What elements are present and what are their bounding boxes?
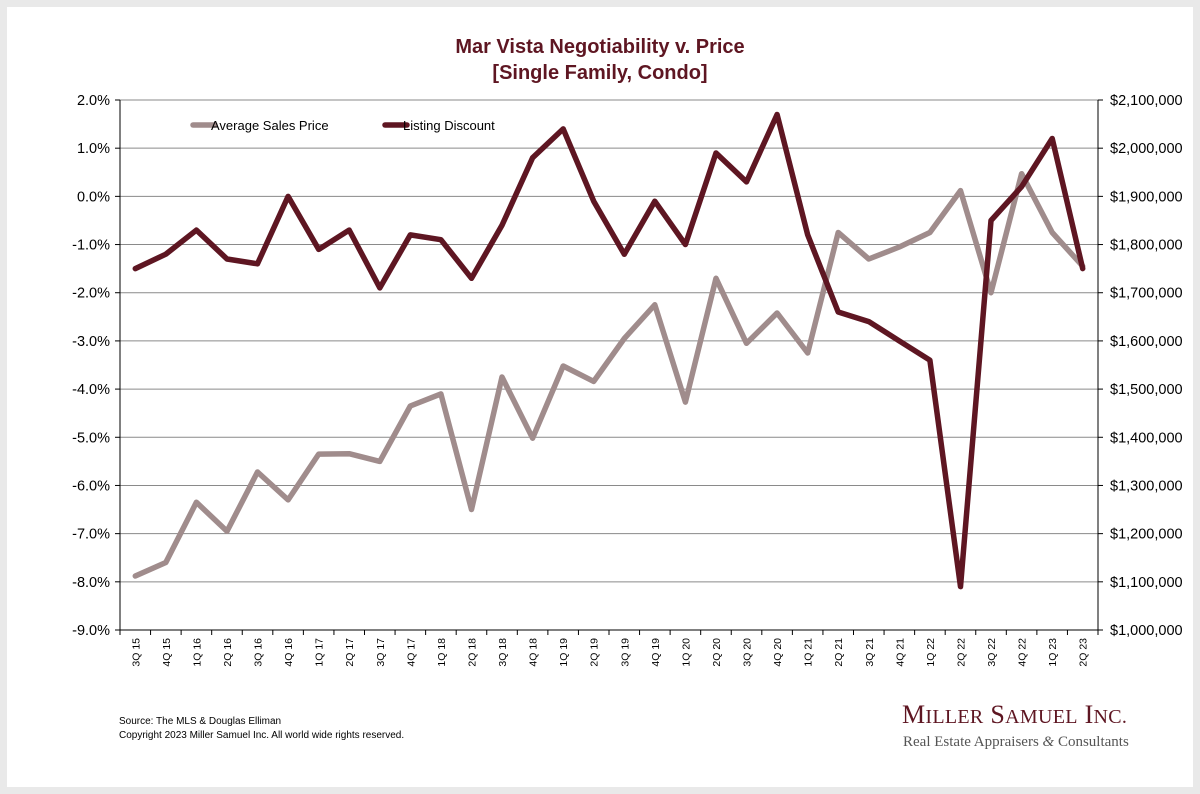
x-tick-label: 3Q 15 [130, 638, 142, 667]
x-tick-label: 1Q 23 [1047, 638, 1059, 667]
x-tick-label: 4Q 18 [528, 638, 540, 667]
chart-frame [7, 7, 1193, 787]
company-logo-tagline: Real Estate Appraisers & Consultants [903, 734, 1129, 750]
x-tick-label: 2Q 16 [222, 638, 234, 667]
x-tick-label: 4Q 19 [650, 638, 662, 667]
y-left-tick-label: -1.0% [72, 238, 110, 254]
x-tick-label: 3Q 20 [742, 638, 754, 667]
x-tick-label: 4Q 22 [1017, 638, 1029, 667]
series-line-listing-discount [132, 111, 1086, 590]
x-tick-label: 3Q 22 [986, 638, 998, 667]
y-right-tick-label: $1,200,000 [1110, 527, 1183, 543]
x-tick-label: 1Q 18 [436, 638, 448, 667]
x-tick-label: 2Q 20 [711, 638, 723, 667]
y-left-tick-label: 0.0% [77, 189, 110, 205]
x-tick-label: 3Q 21 [864, 638, 876, 667]
y-right-tick-label: $1,600,000 [1110, 334, 1183, 350]
x-tick-label: 1Q 19 [558, 638, 570, 667]
y-left-tick-label: -7.0% [72, 527, 110, 543]
x-tick-label: 4Q 16 [283, 638, 295, 667]
x-tick-label: 2Q 17 [344, 638, 356, 667]
x-tick-label: 3Q 16 [253, 638, 265, 667]
x-tick-label: 2Q 23 [1078, 638, 1090, 667]
x-tick-label: 4Q 17 [405, 638, 417, 667]
y-left-tick-label: -9.0% [72, 623, 110, 639]
x-tick-label: 4Q 15 [161, 638, 173, 667]
y-right-tick-label: $1,900,000 [1110, 189, 1183, 205]
y-left-tick-label: -4.0% [72, 382, 110, 398]
y-left-tick-label: -5.0% [72, 430, 110, 446]
y-right-tick-label: $1,800,000 [1110, 238, 1183, 254]
y-left-tick-label: 1.0% [77, 141, 110, 157]
y-left-tick-label: -6.0% [72, 478, 110, 494]
company-logo-name: MILLER SAMUEL INC. [902, 700, 1128, 729]
y-left-tick-label: -8.0% [72, 575, 110, 591]
y-right-tick-label: $2,100,000 [1110, 93, 1183, 109]
x-tick-label: 3Q 17 [375, 638, 387, 667]
chart-title: Mar Vista Negotiability v. Price [455, 36, 745, 58]
y-right-tick-label: $1,700,000 [1110, 286, 1183, 302]
y-right-tick-label: $1,300,000 [1110, 478, 1183, 494]
y-right-tick-label: $1,500,000 [1110, 382, 1183, 398]
x-tick-label: 2Q 22 [955, 638, 967, 667]
y-right-tick-label: $1,100,000 [1110, 575, 1183, 591]
x-tick-label: 1Q 21 [803, 638, 815, 667]
x-tick-label: 2Q 18 [466, 638, 478, 667]
chart-subtitle: [Single Family, Condo] [492, 62, 708, 84]
y-left-tick-label: -3.0% [72, 334, 110, 350]
copyright-note: Copyright 2023 Miller Samuel Inc. All wo… [119, 730, 405, 741]
legend-label: Average Sales Price [211, 118, 329, 133]
legend-label: Listing Discount [403, 118, 495, 133]
x-tick-label: 2Q 19 [589, 638, 601, 667]
x-tick-label: 1Q 20 [680, 638, 692, 667]
y-right-tick-label: $2,000,000 [1110, 141, 1183, 157]
x-tick-label: 1Q 16 [191, 638, 203, 667]
y-right-tick-label: $1,400,000 [1110, 430, 1183, 446]
x-tick-label: 3Q 19 [619, 638, 631, 667]
series-line-average-sales-price [132, 170, 1086, 579]
x-tick-label: 4Q 20 [772, 638, 784, 667]
y-left-tick-label: -2.0% [72, 286, 110, 302]
y-left-tick-label: 2.0% [77, 93, 110, 109]
x-tick-label: 4Q 21 [894, 638, 906, 667]
x-tick-label: 3Q 18 [497, 638, 509, 667]
x-tick-label: 1Q 17 [314, 638, 326, 667]
source-note: Source: The MLS & Douglas Elliman [119, 716, 282, 727]
x-tick-label: 1Q 22 [925, 638, 937, 667]
y-right-tick-label: $1,000,000 [1110, 623, 1183, 639]
x-tick-label: 2Q 21 [833, 638, 845, 667]
